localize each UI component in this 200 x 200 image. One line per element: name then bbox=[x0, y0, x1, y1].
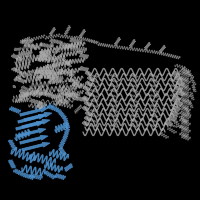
Polygon shape bbox=[16, 121, 44, 130]
Polygon shape bbox=[22, 142, 50, 151]
Polygon shape bbox=[18, 114, 46, 123]
Polygon shape bbox=[18, 128, 46, 137]
Polygon shape bbox=[22, 119, 50, 128]
Polygon shape bbox=[24, 112, 52, 121]
Polygon shape bbox=[20, 135, 48, 144]
Polygon shape bbox=[20, 107, 48, 116]
